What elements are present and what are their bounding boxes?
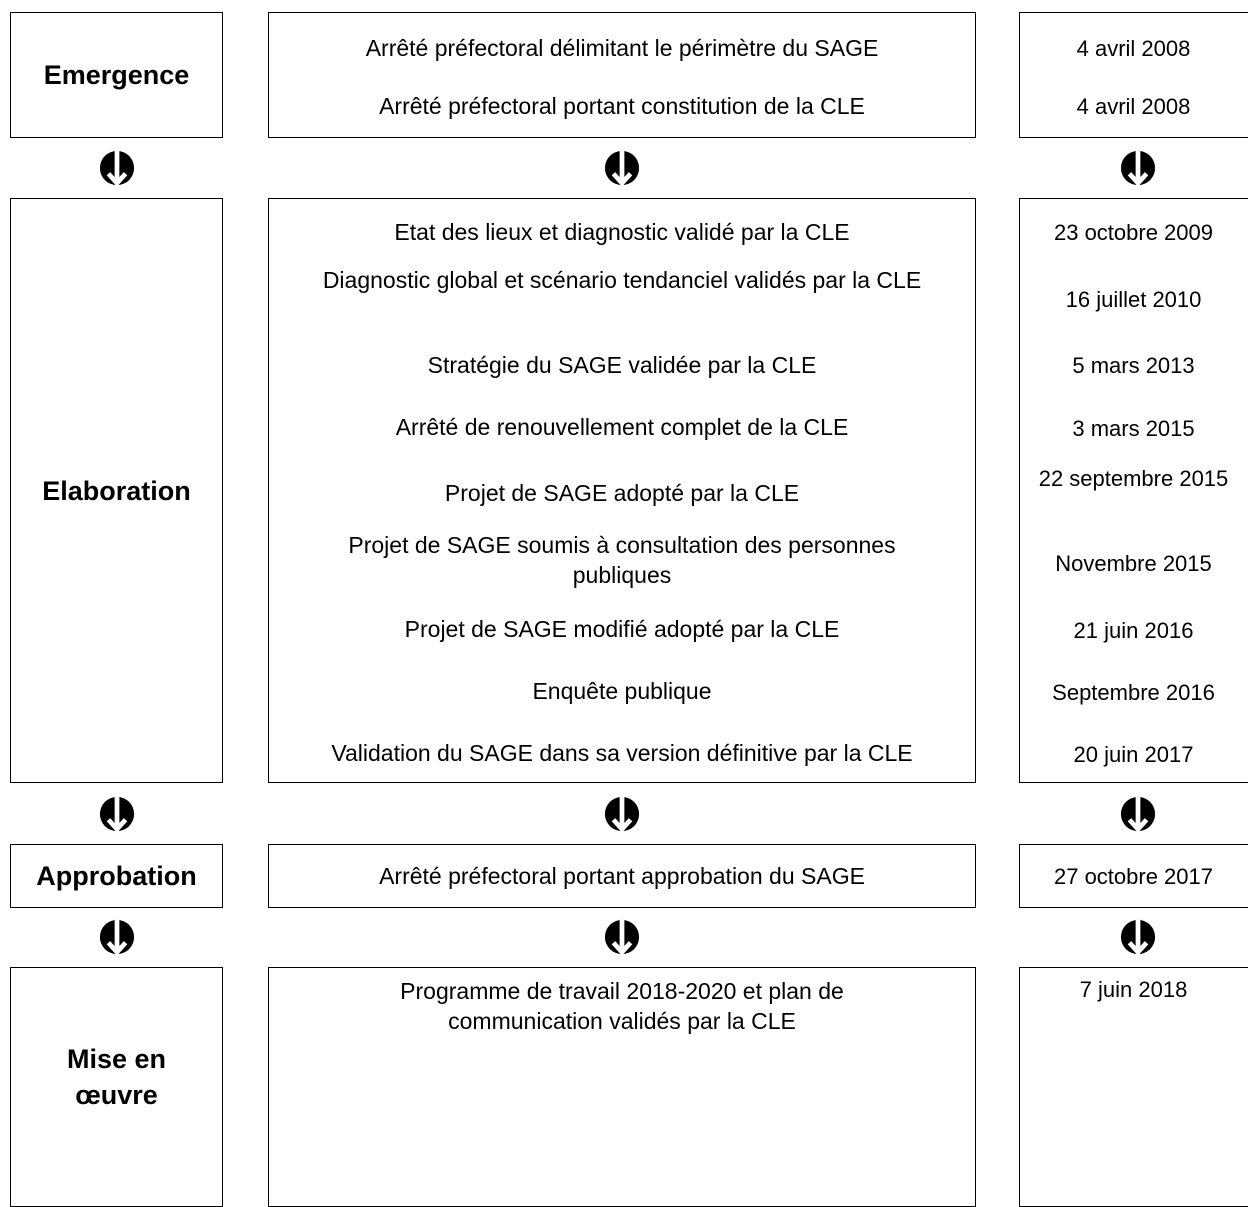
step-date: 21 juin 2016: [1073, 618, 1194, 643]
down-arrow-icon: [604, 919, 640, 955]
step-text: Arrêté de renouvellement complet de la C…: [395, 414, 849, 440]
down-arrow-icon: [1120, 150, 1156, 186]
phase-elaboration-box: Elaboration: [10, 198, 223, 783]
step-text: Projet de SAGE adopté par la CLE: [444, 480, 800, 506]
step-text: Projet de SAGE modifié adopté par la CLE: [404, 616, 840, 642]
step-text: Arrêté préfectoral portant constitution …: [379, 93, 865, 119]
phase-label: Emergence: [43, 60, 190, 90]
phase-emergence-box: Emergence: [10, 12, 223, 138]
down-arrow-icon: [99, 150, 135, 186]
step-text: Arrêté préfectoral portant approbation d…: [379, 863, 865, 889]
elaboration-dates-box: 23 octobre 2009 16 juillet 2010 5 mars 2…: [1019, 198, 1248, 783]
step-text: Etat des lieux et diagnostic validé par …: [394, 219, 850, 245]
down-arrow-icon: [1120, 919, 1156, 955]
step-date: 4 avril 2008: [1076, 94, 1191, 119]
step-date: 20 juin 2017: [1073, 742, 1194, 767]
step-text: Enquête publique: [532, 678, 712, 704]
approbation-dates-box: 27 octobre 2017: [1019, 844, 1248, 908]
mise-en-oeuvre-dates-box: 7 juin 2018: [1019, 967, 1248, 1207]
step-text: Programme de travail 2018-2020 et plan d…: [400, 978, 844, 1034]
phase-mise-en-oeuvre-box: Mise en œuvre: [10, 967, 223, 1207]
step-date: 3 mars 2015: [1072, 416, 1195, 441]
step-date: 4 avril 2008: [1076, 36, 1191, 61]
step-text: Diagnostic global et scénario tendanciel…: [322, 267, 922, 293]
phase-approbation-box: Approbation: [10, 844, 223, 908]
step-text: Arrêté préfectoral délimitant le périmèt…: [365, 35, 879, 61]
step-date: Septembre 2016: [1052, 680, 1215, 705]
mise-en-oeuvre-steps-box: Programme de travail 2018-2020 et plan d…: [268, 967, 976, 1207]
step-text: Stratégie du SAGE validée par la CLE: [427, 352, 817, 378]
down-arrow-icon: [99, 796, 135, 832]
step-date: 16 juillet 2010: [1065, 287, 1202, 312]
down-arrow-icon: [99, 919, 135, 955]
down-arrow-icon: [1120, 796, 1156, 832]
down-arrow-icon: [604, 150, 640, 186]
phase-label: Elaboration: [42, 475, 191, 506]
emergence-dates-box: 4 avril 2008 4 avril 2008: [1019, 12, 1248, 138]
step-text: Projet de SAGE soumis à consultation des…: [348, 532, 896, 588]
approbation-steps-box: Arrêté préfectoral portant approbation d…: [268, 844, 976, 908]
step-date: Novembre 2015: [1055, 551, 1212, 576]
step-date: 22 septembre 2015: [1038, 466, 1229, 491]
step-date: 5 mars 2013: [1072, 353, 1195, 378]
phase-label: Mise en œuvre: [66, 1044, 167, 1110]
step-text: Validation du SAGE dans sa version défin…: [331, 740, 913, 766]
step-date: 27 octobre 2017: [1053, 864, 1214, 889]
down-arrow-icon: [604, 796, 640, 832]
elaboration-steps-box: Etat des lieux et diagnostic validé par …: [268, 198, 976, 783]
emergence-steps-box: Arrêté préfectoral délimitant le périmèt…: [268, 12, 976, 138]
step-date: 23 octobre 2009: [1053, 220, 1214, 245]
step-date: 7 juin 2018: [1079, 977, 1188, 1002]
phase-label: Approbation: [36, 861, 197, 891]
